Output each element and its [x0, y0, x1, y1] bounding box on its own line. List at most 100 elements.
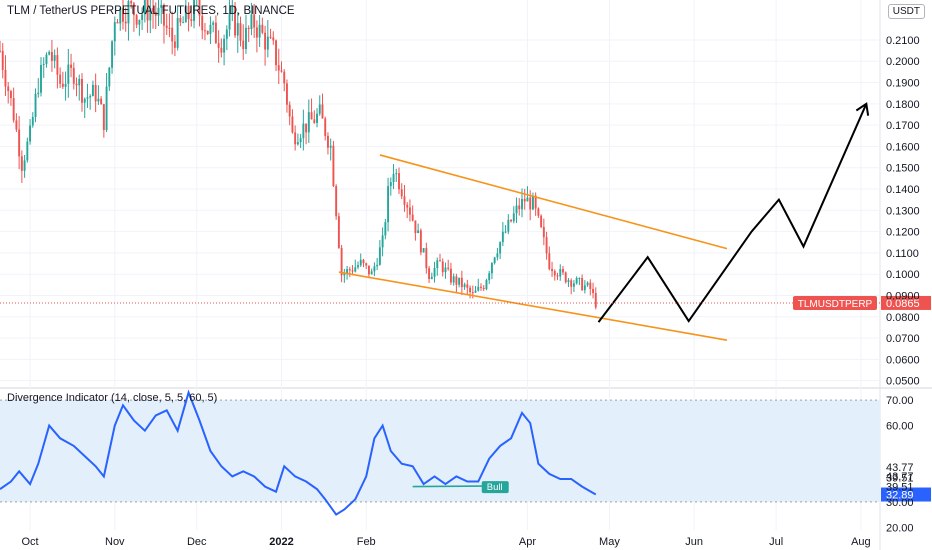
last-price-tag-bg	[881, 295, 931, 310]
indicator-value-tag-bg	[881, 487, 931, 502]
price-tick-label: 0.2000	[886, 56, 920, 68]
candle-body	[592, 288, 594, 294]
candle-body	[18, 129, 21, 157]
candle-body	[291, 116, 294, 133]
candle-body	[228, 13, 231, 30]
candle-body	[305, 123, 308, 133]
candle-body	[422, 248, 425, 253]
lower-trendline	[338, 271, 728, 342]
candle-body	[518, 205, 521, 210]
candle-body	[272, 37, 275, 41]
candle-body	[337, 216, 340, 248]
candle-body	[458, 277, 461, 285]
candle-body	[302, 123, 305, 139]
candle-body	[392, 174, 395, 183]
candle-body	[545, 237, 548, 254]
candle-body	[231, 6, 234, 14]
candle-body	[253, 14, 256, 28]
candle-body	[102, 104, 105, 131]
candle-body	[378, 247, 381, 265]
candle-body	[482, 287, 485, 290]
candle-body	[299, 138, 302, 143]
indicator-tick-label: 30.00	[886, 497, 914, 509]
indicator-pane: Bull 32.89	[0, 389, 931, 516]
bull-tag-bg	[481, 481, 509, 494]
candle-body	[294, 132, 297, 145]
candle-body	[441, 261, 444, 273]
price-tick-label: 0.1300	[886, 205, 920, 217]
candle-body	[94, 84, 97, 102]
candle-body	[444, 267, 447, 273]
candle-body	[351, 270, 354, 272]
candle-body	[381, 235, 384, 248]
price-tick-label: 0.1900	[886, 78, 920, 90]
candle-body	[105, 86, 108, 131]
candle-body	[89, 96, 92, 98]
candle-body	[521, 198, 523, 210]
candle-body	[91, 84, 94, 97]
candle-body	[283, 71, 286, 84]
candle-body	[61, 83, 64, 87]
candle-body	[455, 276, 458, 285]
candle-body	[26, 141, 29, 161]
candle-body	[436, 260, 439, 269]
candle-body	[190, 19, 193, 21]
indicator-band	[0, 399, 880, 503]
candle-body	[275, 40, 277, 66]
currency-button[interactable]: USDT	[887, 4, 925, 19]
price-tick-label: 0.1200	[886, 227, 920, 239]
candle-body	[321, 104, 324, 119]
candle-body	[499, 242, 502, 254]
candle-body	[135, 15, 138, 25]
candle-body	[343, 273, 346, 276]
candle-body	[384, 222, 387, 236]
candle-body	[152, 8, 154, 12]
candle-body	[373, 266, 376, 272]
candle-body	[258, 24, 261, 38]
candle-body	[562, 269, 564, 273]
candle-body	[286, 83, 288, 105]
candle-body	[452, 276, 455, 283]
candle-body	[75, 83, 78, 86]
candle-body	[168, 27, 171, 29]
candle-body	[132, 3, 135, 16]
candle-body	[209, 24, 212, 34]
candle-body	[9, 91, 12, 99]
candle-body	[149, 8, 152, 21]
candle-body	[255, 27, 258, 38]
candle-body	[316, 113, 318, 123]
candle-body	[324, 118, 327, 136]
candle-body	[469, 287, 472, 293]
candle-body	[204, 30, 206, 32]
candle-body	[7, 86, 10, 92]
candle-body	[466, 284, 469, 288]
candle-body	[460, 277, 463, 288]
candle-body	[531, 195, 534, 210]
indicator-line	[0, 389, 597, 516]
candle-body	[234, 6, 236, 36]
candle-body	[428, 268, 431, 280]
candle-body	[346, 269, 349, 274]
time-tick-label: May	[599, 536, 620, 548]
time-tick-label: Jul	[769, 536, 783, 548]
candle-body	[389, 182, 392, 187]
candle-body	[176, 18, 179, 48]
candle-body	[4, 69, 7, 87]
candle-body	[496, 253, 499, 258]
candle-body	[86, 97, 89, 99]
candle-body	[493, 257, 496, 264]
candle-body	[307, 112, 310, 133]
candle-body	[406, 204, 409, 208]
candle-body	[583, 285, 586, 291]
candle-body	[124, 21, 127, 24]
candle-body	[474, 290, 477, 293]
candle-body	[537, 208, 540, 216]
candle-body	[198, 0, 201, 16]
time-tick-label: Oct	[21, 536, 38, 548]
candle-body	[1, 50, 4, 70]
candle-body	[138, 19, 141, 25]
candle-body	[83, 98, 86, 103]
candle-body	[578, 278, 581, 280]
candle-body	[326, 135, 329, 148]
